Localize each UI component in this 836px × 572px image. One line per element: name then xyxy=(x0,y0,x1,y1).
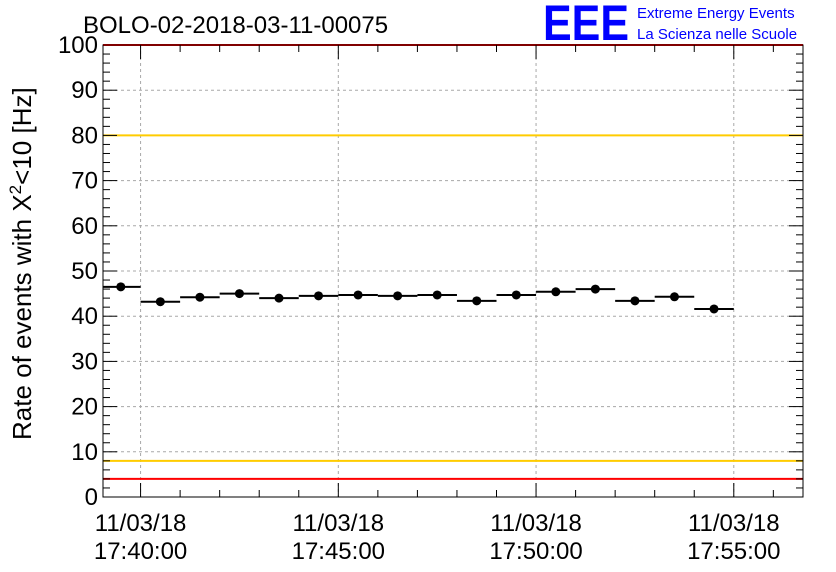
eee-logo: EEE Extreme Energy Events La Scienza nel… xyxy=(543,0,797,51)
logo-mark: EEE xyxy=(543,0,629,51)
data-point xyxy=(630,296,640,306)
data-point xyxy=(511,290,521,300)
y-axis-label-main: Rate of events with X xyxy=(7,194,37,440)
data-point xyxy=(353,290,363,300)
data-point xyxy=(709,304,719,314)
y-tick-label: 40 xyxy=(71,303,98,330)
y-tick-label: 80 xyxy=(71,122,98,149)
y-tick-label: 50 xyxy=(71,258,98,285)
reference-lines xyxy=(103,44,803,480)
y-tick-label: 10 xyxy=(71,439,98,466)
x-tick-label-time: 17:45:00 xyxy=(292,538,385,565)
data-point xyxy=(393,291,403,301)
y-axis-label-tail: <10 [Hz] xyxy=(7,87,37,185)
y-tick-label: 0 xyxy=(85,484,98,511)
y-tick-label: 30 xyxy=(71,348,98,375)
y-axis-label: Rate of events with X2<10 [Hz] xyxy=(6,87,37,440)
y-tick-label: 90 xyxy=(71,77,98,104)
x-tick-label-date: 11/03/18 xyxy=(292,510,384,537)
data-point xyxy=(274,293,284,303)
data-point xyxy=(590,284,600,294)
data-point xyxy=(155,297,165,307)
data-point xyxy=(195,292,205,302)
x-tick-label-date: 11/03/18 xyxy=(490,510,582,537)
y-tick-label: 20 xyxy=(71,394,98,421)
y-tick-label: 100 xyxy=(58,32,98,59)
data-point xyxy=(432,290,442,300)
logo-line-1: Extreme Energy Events xyxy=(637,5,795,22)
y-axis-label-sup: 2 xyxy=(6,185,25,194)
x-tick-label-time: 17:40:00 xyxy=(94,538,187,565)
chart-title: BOLO-02-2018-03-11-00075 xyxy=(83,12,388,39)
data-point xyxy=(551,287,561,297)
data-point xyxy=(314,291,324,301)
x-tick-label-date: 11/03/18 xyxy=(688,510,780,537)
y-tick-label: 60 xyxy=(71,213,98,240)
y-tick-label: 70 xyxy=(71,168,98,195)
logo-line-2: La Scienza nelle Scuole xyxy=(637,26,797,43)
y-axis-ticks: 0 10 20 30 40 50 60 70 80 90 100 xyxy=(58,32,803,511)
x-tick-label-time: 17:50:00 xyxy=(489,538,582,565)
grid xyxy=(103,45,803,497)
x-tick-label-time: 17:55:00 xyxy=(687,538,780,565)
x-tick-label-date: 11/03/18 xyxy=(95,510,187,537)
data-point xyxy=(234,289,244,299)
data-point xyxy=(116,282,126,292)
data-point xyxy=(472,296,482,306)
x-axis-ticks: 11/03/1817:40:0011/03/1817:45:0011/03/18… xyxy=(94,45,781,565)
data-points xyxy=(103,282,734,314)
data-point xyxy=(669,292,679,302)
